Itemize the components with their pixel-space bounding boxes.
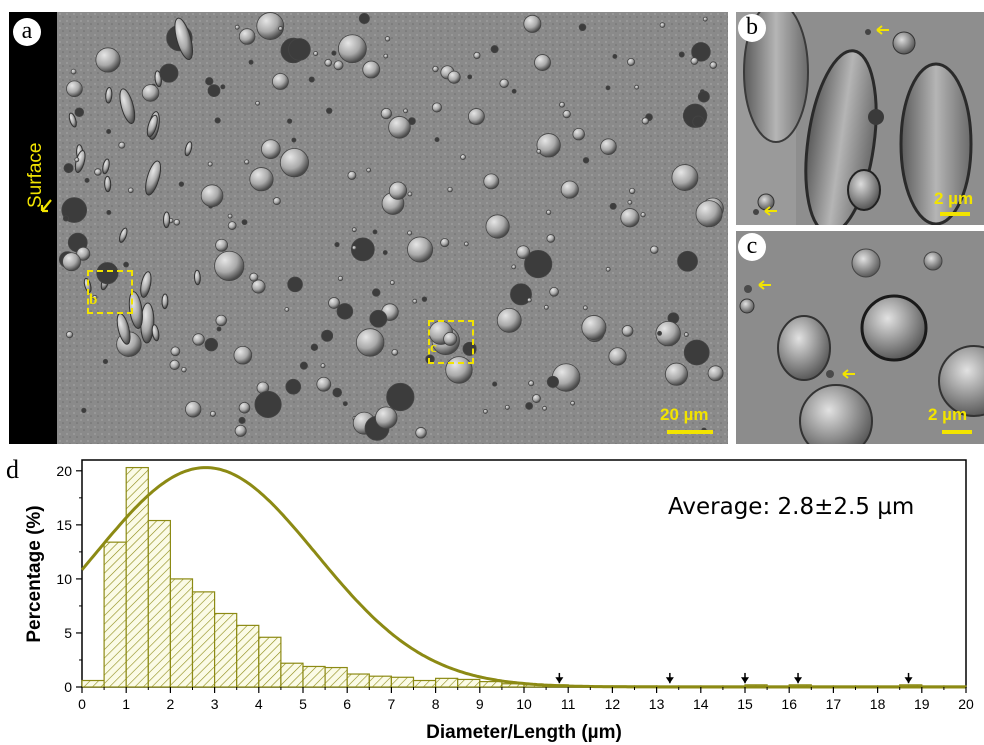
- scale-bar-a: [667, 430, 713, 434]
- down-arrow-icon: [741, 672, 749, 684]
- y-tick-label: 15: [56, 517, 72, 533]
- sem-panel-b: b 2 µm: [736, 12, 984, 225]
- histogram-bar: [103, 541, 127, 688]
- roi-label-c: c: [430, 340, 437, 356]
- yellow-arrow-icon: [40, 199, 52, 213]
- histogram-bar: [214, 612, 238, 688]
- histogram-bar: [479, 680, 503, 688]
- x-tick-label: 10: [516, 696, 532, 712]
- x-tick-label: 8: [432, 696, 440, 712]
- roi-label-b: b: [89, 292, 98, 308]
- x-tick-label: 16: [781, 696, 797, 712]
- histogram-bar: [368, 675, 392, 688]
- sem-image-a: [9, 12, 728, 444]
- sem-panel-c: c 2 µm: [736, 231, 984, 444]
- panel-label-a: a: [13, 18, 41, 46]
- x-tick-label: 5: [299, 696, 307, 712]
- x-tick-label: 14: [693, 696, 709, 712]
- histogram-bar: [435, 677, 459, 688]
- x-tick-label: 11: [561, 696, 576, 712]
- histogram-bar: [280, 662, 304, 688]
- yellow-arrow-icon: [876, 25, 889, 35]
- histogram-bar: [457, 678, 481, 688]
- histogram-bar: [302, 665, 326, 688]
- x-tick-label: 6: [343, 696, 351, 712]
- sem-panel-a: a Surface b c 20 µm: [9, 12, 728, 444]
- down-arrow-icon: [665, 672, 674, 684]
- x-tick-label: 18: [870, 696, 886, 712]
- histogram-bar: [258, 636, 282, 688]
- histogram-bar: [191, 591, 216, 688]
- y-tick-label: 20: [56, 463, 72, 479]
- scale-bar-b: [940, 212, 970, 216]
- x-tick-label: 3: [211, 696, 219, 712]
- down-arrow-icon: [794, 672, 803, 684]
- histogram-bar: [147, 519, 172, 688]
- x-tick-label: 12: [605, 696, 621, 712]
- histogram-bar: [412, 679, 437, 688]
- down-arrow-icon: [555, 672, 564, 684]
- yellow-arrow-icon: [758, 280, 771, 290]
- x-tick-label: 1: [122, 696, 130, 712]
- histogram-bar: [346, 673, 370, 688]
- histogram-bar: [81, 679, 105, 688]
- y-tick-label: 5: [64, 625, 72, 641]
- roi-box-b: [87, 270, 133, 314]
- histogram-bar: [324, 666, 348, 688]
- sem-image-c: [736, 231, 984, 444]
- x-tick-label: 0: [78, 696, 86, 712]
- x-tick-label: 9: [476, 696, 484, 712]
- x-tick-label: 2: [167, 696, 175, 712]
- down-arrow-icon: [904, 672, 913, 684]
- x-tick-label: 15: [737, 696, 753, 712]
- x-tick-label: 17: [826, 696, 842, 712]
- histogram-bar: [125, 466, 149, 688]
- panel-label-d: d: [6, 455, 19, 484]
- histogram-bar: [390, 676, 415, 688]
- gaussian-fit-curve: [80, 466, 966, 689]
- histogram-bar: [169, 578, 194, 688]
- x-tick-label: 4: [255, 696, 263, 712]
- yellow-arrow-icon: [764, 206, 777, 216]
- scale-bar-c: [942, 430, 972, 434]
- roi-box-c: [428, 320, 474, 364]
- x-tick-label: 7: [388, 696, 396, 712]
- scale-bar-label-a: 20 µm: [660, 405, 709, 424]
- y-axis-title: Percentage (%): [24, 505, 45, 642]
- panel-label-c: c: [738, 233, 766, 261]
- x-tick-label: 20: [958, 696, 974, 712]
- y-tick-label: 0: [64, 679, 72, 695]
- yellow-arrow-icon: [842, 369, 855, 379]
- x-tick-label: 13: [649, 696, 665, 712]
- average-annotation: Average: 2.8±2.5 µm: [668, 494, 914, 520]
- scale-bar-label-c: 2 µm: [928, 405, 968, 424]
- sem-image-b: [736, 12, 984, 225]
- x-axis-title: Diameter/Length (µm): [426, 722, 622, 743]
- y-tick-label: 10: [56, 571, 72, 587]
- panel-label-b: b: [738, 14, 766, 42]
- histogram-bar: [236, 624, 260, 688]
- histogram-chart: d 0 1 2 3 4 5 6 7 8 9 10 11 12 13 14 15 16 17 18 19 20 05101…: [6, 455, 974, 743]
- scale-bar-label-b: 2 µm: [934, 189, 974, 208]
- x-tick-label: 19: [914, 696, 930, 712]
